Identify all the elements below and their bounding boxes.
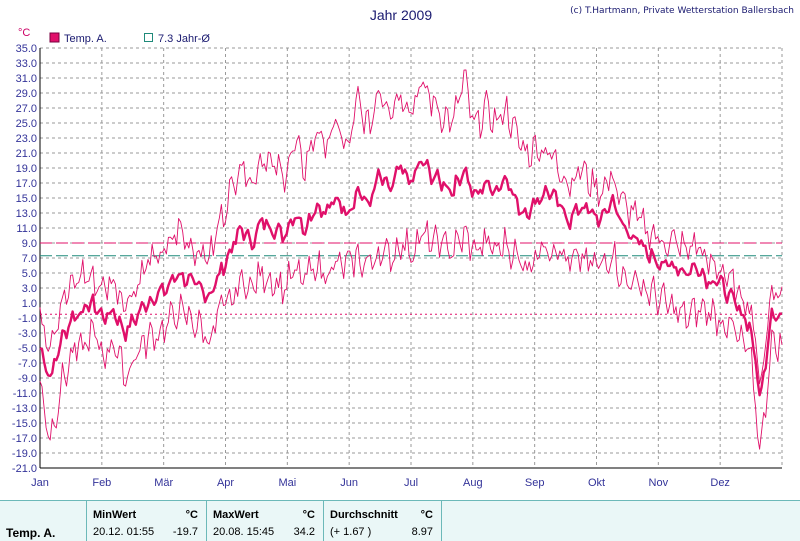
legend-swatch-temp [49,32,60,43]
y-tick-label: 19.0 [16,163,37,175]
y-tick-label: -15.0 [12,418,37,430]
x-tick-label: Okt [588,477,605,489]
avg-header: Durchschnitt [330,509,398,521]
y-tick-label: 1.0 [22,298,37,310]
y-tick-label: 5.0 [22,268,37,280]
max-time: 20.08. 15:45 [213,526,275,538]
legend-label-temp: Temp. A. [64,33,107,45]
series-line-min [39,220,783,450]
y-tick-label: 17.0 [16,178,37,190]
min-value: -19.7 [172,526,198,538]
min-header: MinWert [93,509,137,521]
y-tick-label: 7.0 [22,253,37,265]
x-tick-label: Jan [31,477,49,489]
stats-table: Temp. A. MinWert °C 20.12. 01:55 -19.7 M… [0,500,800,541]
chart-credit: (c) T.Hartmann, Private Wetterstation Ba… [570,6,794,16]
y-tick-label: -17.0 [12,433,37,445]
y-tick-label: -9.0 [18,373,37,385]
y-tick-label: 11.0 [16,223,37,235]
y-tick-label: -19.0 [12,448,37,460]
max-unit: °C [302,509,315,521]
y-tick-label: -11.0 [13,388,37,400]
x-tick-label: Mai [278,477,296,489]
max-header: MaxWert [213,509,259,521]
x-tick-label: Apr [217,477,234,489]
max-value: 34.2 [293,526,315,538]
y-unit-label: °C [18,27,30,39]
y-tick-label: 15.0 [16,193,37,205]
stats-min-cell: MinWert °C 20.12. 01:55 -19.7 [87,501,207,541]
y-tick-label: 33.0 [16,58,37,70]
stats-max-cell: MaxWert °C 20.08. 15:45 34.2 [207,501,324,541]
legend: Temp. A. 7.3 Jahr-Ø [49,32,210,45]
x-tick-label: Jun [340,477,358,489]
y-tick-label: -5.0 [18,343,37,355]
stats-empty-cell [442,501,800,541]
y-tick-label: 13.0 [16,208,37,220]
y-tick-label: 29.0 [16,88,37,100]
legend-swatch-avg [144,33,153,42]
y-tick-label: 21.0 [16,148,37,160]
plot-area: 35.0 33.0 31.0 29.0 27.0 25.0 23.0 21.0 19.0 17.0… [12,43,783,489]
y-tick-label: -7.0 [18,358,37,370]
x-tick-label: Mär [154,477,173,489]
x-tick-label: Jul [404,477,418,489]
chart: Jahr 2009 (c) T.Hartmann, Private Wetter… [12,6,794,489]
x-tick-label: Nov [649,477,669,489]
y-tick-label: -21.0 [12,463,37,475]
chart-title: Jahr 2009 [370,7,432,23]
avg-delta: (+ 1.67 ) [330,526,372,538]
y-tick-label: -1.0 [18,313,37,325]
avg-value: 8.97 [411,526,433,538]
y-tick-label: 9.0 [22,238,37,250]
legend-label-avg: 7.3 Jahr-Ø [158,33,210,45]
series-line-max [39,69,783,385]
y-tick-label: 23.0 [16,133,37,145]
x-tick-label: Dez [710,477,730,489]
series-line-mean [39,158,783,397]
y-tick-label: -3.0 [18,328,37,340]
stats-label-cell: Temp. A. [0,501,87,541]
y-tick-label: -13.0 [12,403,37,415]
stats-row-label: Temp. A. [6,526,56,540]
y-tick-label: 31.0 [16,73,37,85]
x-tick-label: Sep [525,477,545,489]
stats-avg-cell: Durchschnitt °C (+ 1.67 ) 8.97 [324,501,442,541]
min-unit: °C [185,509,198,521]
x-tick-label: Feb [92,477,111,489]
x-tick-label: Aug [463,477,483,489]
avg-unit: °C [420,509,433,521]
min-time: 20.12. 01:55 [93,526,155,538]
y-tick-label: 3.0 [22,283,37,295]
y-tick-label: 27.0 [16,103,37,115]
y-tick-label: 35.0 [16,43,37,55]
y-tick-label: 25.0 [16,118,37,130]
